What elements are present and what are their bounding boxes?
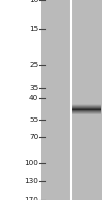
Text: 100: 100 xyxy=(24,160,38,166)
Text: 35: 35 xyxy=(29,85,38,91)
Text: 25: 25 xyxy=(29,62,38,68)
Text: 40: 40 xyxy=(29,95,38,101)
Text: 15: 15 xyxy=(29,26,38,32)
Text: 70: 70 xyxy=(29,134,38,140)
Text: 10: 10 xyxy=(29,0,38,3)
Text: 55: 55 xyxy=(29,117,38,123)
Text: 170: 170 xyxy=(24,197,38,200)
Text: 130: 130 xyxy=(24,178,38,184)
